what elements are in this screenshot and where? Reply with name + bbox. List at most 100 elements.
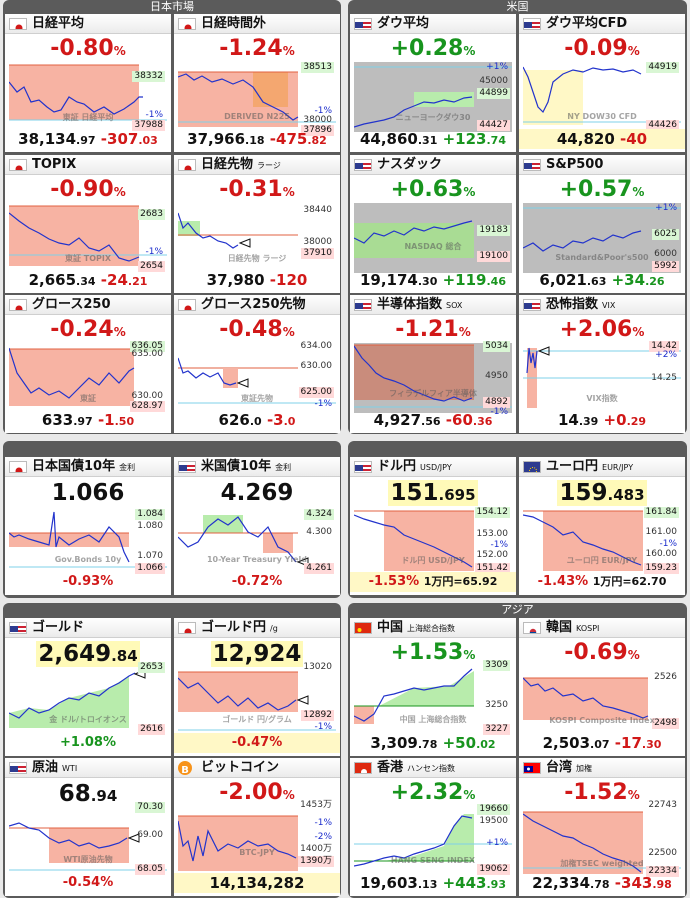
- tile-gold[interactable]: ゴールド 2,649.84 2653 2616 金 ドル/トロイオンス +1.0…: [5, 618, 171, 756]
- current-value: 4.269: [220, 480, 294, 506]
- watermark: BTC-JPY: [239, 848, 275, 857]
- value-row: 19,603.13 +443.93: [359, 874, 506, 892]
- tile-sp500[interactable]: S&P500 +0.57% +1% 6025 6000 5992 Standar…: [519, 155, 685, 293]
- intraday-chart: 154.12 153.00 -1% 152.00 151.42 ドル円 USD/…: [354, 507, 512, 574]
- intraday-chart: 19183 19100 NASDAQ 総合: [354, 203, 512, 273]
- tile-gold-jpy[interactable]: ゴールド円/g 12,924 13020 12892 -1% ゴールド 円/グラ…: [174, 618, 340, 756]
- intraday-chart: 2653 2616 金 ドル/トロイオンス: [9, 662, 167, 735]
- label-pct: +1%: [655, 203, 677, 213]
- label-pct: -1%: [314, 399, 332, 409]
- tile-title: TOPIX: [32, 157, 77, 172]
- label-low: 19100: [477, 251, 510, 262]
- current-value: 14,134,282: [174, 873, 340, 893]
- us-flag-icon: [9, 622, 27, 634]
- tile-nikkei[interactable]: 日経平均 -0.80% 38332 -1% 37988 東証 日経平均 38,1…: [5, 14, 171, 152]
- tile-nikkei-ext[interactable]: 日経時間外 -1.24% 38513 -1% 38000 37896 DERIV…: [174, 14, 340, 152]
- intraday-chart: 4.324 4.300 4.261 10-Year Treasury Yield: [178, 507, 336, 574]
- intraday-chart: 2683 -1% 2654 東証 TOPIX: [9, 203, 167, 273]
- tile-title: ビットコイン: [201, 760, 280, 775]
- label-high: 634.00: [300, 341, 333, 351]
- label-mid: 6000: [654, 249, 677, 259]
- change-percent: -0.72%: [231, 574, 283, 589]
- label-low: 37988: [132, 120, 165, 131]
- tile-bitcoin[interactable]: B ビットコイン -2.00% 1453万 -1% -2% 1400万 1390万…: [174, 758, 340, 896]
- tile-title: ユーロ円 EUR/JPY: [546, 459, 634, 474]
- watermark: 東証 TOPIX: [64, 254, 112, 263]
- tile-title: 日経平均: [32, 16, 85, 31]
- label-mid: 22500: [648, 848, 677, 858]
- intraday-chart: 2526 2498 KOSPI Composite Index: [523, 666, 681, 736]
- intraday-chart: 14.42 +2% 14.25 VIX指数: [523, 341, 681, 413]
- watermark: 東証 日経平均: [62, 113, 114, 122]
- label-pct: +1%: [486, 62, 508, 72]
- change-percent: -0.93%: [62, 574, 114, 589]
- label-low: 628.97: [129, 401, 165, 412]
- section-title-japan: 日本市場: [150, 0, 194, 13]
- intraday-chart: 3309 3250 3227 中国 上海総合指数: [354, 660, 512, 736]
- label-mid: 1.080: [137, 521, 163, 531]
- label-mid: 630.00: [300, 361, 333, 371]
- value-row: 38,134.97 -307.03: [18, 130, 158, 148]
- us-flag-icon: [523, 299, 541, 311]
- japan-flag-icon: [178, 159, 196, 171]
- label-mid: 19500: [479, 816, 508, 826]
- label-high: 38440: [303, 205, 332, 215]
- tile-nasdaq[interactable]: ナスダック +0.63% 19183 19100 NASDAQ 総合 19,17…: [350, 155, 516, 293]
- tile-taiwan[interactable]: 台湾 加権 -1.52% 22743 22500 22334 加権TSEC wei…: [519, 758, 685, 896]
- japan-flag-icon: [9, 18, 27, 30]
- tile-usdjpy[interactable]: ドル円 USD/JPY 151.695 154.12 153.00 -1% 152…: [350, 457, 516, 595]
- label-low: 2498: [652, 718, 679, 729]
- tile-dow-cfd[interactable]: ダウ平均CFD -0.09% 44919 44426 NY DOW30 CFD …: [519, 14, 685, 152]
- watermark: NY DOW30 CFD: [567, 112, 637, 121]
- label-high: 38332: [132, 71, 165, 82]
- watermark: HANG SENG INDEX: [390, 856, 476, 865]
- tile-ust10[interactable]: 米国債10年 金利 4.269 4.324 4.300 4.261 10-Year…: [174, 457, 340, 595]
- tile-title: 香港 ハンセン指数: [377, 760, 456, 775]
- tile-vix[interactable]: 恐怖指数 VIX +2.06% 14.42 +2% 14.25 VIX指数 14.…: [519, 295, 685, 433]
- label-pct: +1%: [486, 838, 508, 848]
- label-high: 38513: [301, 62, 334, 73]
- watermark: 加権TSEC weighted: [560, 859, 644, 868]
- label-mid: 4.300: [306, 527, 332, 537]
- current-value: 159.483: [557, 480, 647, 506]
- tile-topix[interactable]: TOPIX -0.90% 2683 -1% 2654 東証 TOPIX 2,66…: [5, 155, 171, 293]
- tile-hongkong[interactable]: 香港 ハンセン指数 +2.32% 19660 19500 +1% 19062 HA…: [350, 758, 516, 896]
- tile-title: ダウ平均CFD: [546, 16, 628, 31]
- change-percent: +0.63%: [390, 177, 476, 202]
- watermark: ニューヨークダウ30: [395, 113, 471, 122]
- label-high: 19183: [477, 225, 510, 236]
- tile-sox[interactable]: 半導体指数 SOX -1.21% 5034 4950 4892 -1% フィラデル…: [350, 295, 516, 433]
- label-high: 44919: [646, 62, 679, 73]
- tile-korea[interactable]: 韓国 KOSPI -0.69% 2526 2498 KOSPI Composite…: [519, 618, 685, 756]
- tile-growth250[interactable]: グロース250 -0.24% 636.05 635.00 630.00 628.…: [5, 295, 171, 433]
- label-pct1: -1%: [314, 818, 332, 828]
- label-high: 636.05: [129, 341, 165, 352]
- watermark: Gov.Bonds 10y: [54, 555, 122, 564]
- change-percent: +1.08%: [60, 735, 116, 750]
- japan-flag-icon: [178, 299, 196, 311]
- tile-growth250-futures[interactable]: グロース250先物 -0.48% 634.00 630.00 625.00 -1…: [174, 295, 340, 433]
- tile-jgb10[interactable]: 日本国債10年 金利 1.066 1.084 1.080 1.070 1.066 …: [5, 457, 171, 595]
- tile-wti[interactable]: 原油 WTI 68.94 70.30 69.00 68.05 WTI原油先物 -0…: [5, 758, 171, 896]
- label-pct: -1%: [145, 247, 163, 257]
- tile-eurjpy[interactable]: ユーロ円 EUR/JPY 159.483 161.84 161.00 160.00…: [519, 457, 685, 595]
- tile-china[interactable]: 中国 上海総合指数 +1.53% 3309 3250 3227 中国 上海総合指数…: [350, 618, 516, 756]
- label-mid: 38000: [303, 237, 332, 247]
- label-high: 161.84: [643, 507, 679, 518]
- label-low: 37910: [301, 248, 334, 259]
- label-mid2: 1.070: [137, 551, 163, 561]
- label-mid2: 630.00: [131, 391, 164, 401]
- current-value: 12,924: [210, 641, 304, 667]
- label-low: 4.261: [304, 563, 334, 574]
- change-row: -1.53% 1万円=65.92: [350, 572, 516, 592]
- intraday-chart: 636.05 635.00 630.00 628.97 東証: [9, 341, 167, 413]
- us-flag-icon: [523, 18, 541, 30]
- current-value: 151.695: [388, 480, 478, 506]
- label-low: 19062: [477, 864, 510, 875]
- label-low: 5992: [652, 261, 679, 272]
- label-low: 2616: [138, 724, 165, 735]
- current-value: 1.066: [51, 480, 125, 506]
- tile-nikkei-futures[interactable]: 日経先物 ラージ -0.31% 38440 38000 37910 日経先物 ラー…: [174, 155, 340, 293]
- watermark: ドル円 USD/JPY: [401, 556, 465, 565]
- tile-dow[interactable]: ダウ平均 +0.28% +1% 45000 44899 44427 ニューヨーク…: [350, 14, 516, 152]
